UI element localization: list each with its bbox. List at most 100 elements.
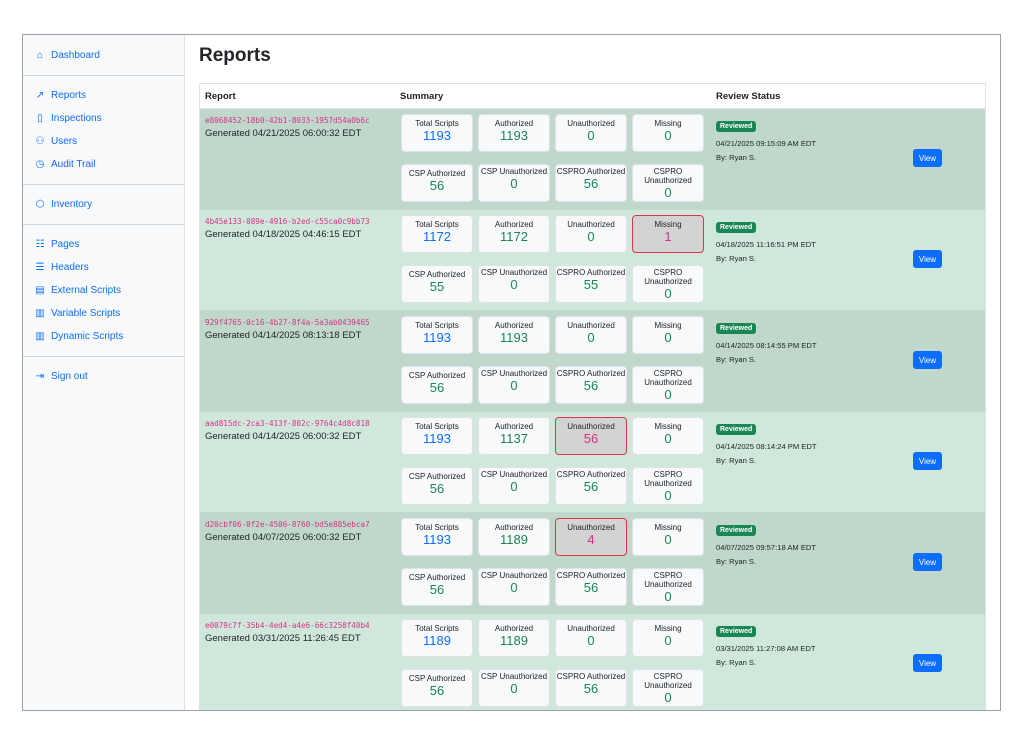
summary-label: Total Scripts (415, 321, 459, 330)
sidebar-item-variable-scripts[interactable]: ▥ Variable Scripts (23, 302, 184, 325)
report-cell: aad815dc-2ca3-413f-802c-9764c4d8c818 Gene… (200, 412, 398, 512)
summary-label: Unauthorized (567, 220, 615, 229)
generated-date: Generated 04/21/2025 06:00:32 EDT (205, 128, 362, 139)
missing-box: Missing 0 (632, 619, 704, 657)
sidebar-item-label: Reports (51, 90, 87, 101)
report-cell: 4b45e133-089e-4916-b2ed-c55ca0c9bb73 Gene… (200, 210, 398, 310)
summary-value: 56 (429, 582, 445, 597)
sidebar-item-external-scripts[interactable]: ▤ External Scripts (23, 279, 184, 302)
summary-label: Authorized (494, 220, 534, 229)
report-id[interactable]: 4b45e133-089e-4916-b2ed-c55ca0c9bb73 (205, 217, 370, 226)
sidebar-item-dynamic-scripts[interactable]: ▥ Dynamic Scripts (23, 325, 184, 348)
summary-label: Authorized (494, 523, 534, 532)
summary-value: 1193 (423, 532, 451, 547)
summary-value: 1 (664, 229, 672, 244)
missing-box: Missing 0 (632, 114, 704, 152)
summary-value: 1137 (500, 431, 528, 446)
authorized-box: Authorized 1193 (478, 114, 550, 152)
view-button[interactable]: View (913, 351, 942, 369)
summary-value: 1193 (500, 128, 528, 143)
review-cell: Reviewed 04/21/2025 09:15:09 AM EDT By: Ry… (713, 109, 985, 209)
summary-value: 0 (664, 532, 672, 547)
total-scripts-box: Total Scripts 1193 (401, 518, 473, 556)
summary-label: CSP Unauthorized (480, 167, 548, 176)
sidebar-item-label: Headers (51, 262, 89, 273)
summary-value: 1189 (500, 532, 528, 547)
authorized-box: Authorized 1172 (478, 215, 550, 253)
view-button[interactable]: View (913, 553, 942, 571)
file-code-icon: ▥ (35, 308, 45, 319)
summary-value: 0 (664, 128, 672, 143)
review-by: By: Ryan S. (716, 254, 757, 263)
total-scripts-box: Total Scripts 1172 (401, 215, 473, 253)
view-button[interactable]: View (913, 654, 942, 672)
csp-authorized-box: CSP Authorized 56 (401, 467, 473, 505)
report-cell: e0079c7f-35b4-4ed4-a4e6-66c3258f40b4 Gene… (200, 614, 398, 710)
review-date: 04/18/2025 11:16:51 PM EDT (716, 240, 816, 249)
summary-label: CSP Unauthorized (480, 369, 548, 378)
sidebar-item-headers[interactable]: ☰ Headers (23, 256, 184, 279)
summary-label: Missing (654, 220, 682, 229)
summary-label: Authorized (494, 422, 534, 431)
report-id[interactable]: d20cbf06-0f2e-4506-8760-bd5e885ebca7 (205, 520, 370, 529)
sidebar-item-label: Inspections (51, 113, 102, 124)
sidebar-item-dashboard[interactable]: ⌂ Dashboard (23, 43, 184, 67)
summary-value: 0 (664, 633, 672, 648)
summary-label: Total Scripts (415, 422, 459, 431)
report-id[interactable]: 929f4765-0c16-4b27-8f4a-5a3ab0439465 (205, 318, 370, 327)
summary-label: CSPRO Unauthorized (644, 369, 692, 387)
sidebar-item-users[interactable]: ⚇ Users (23, 130, 184, 153)
header-review-status: Review Status (716, 90, 781, 102)
summary-value: 1193 (423, 330, 451, 345)
csp-authorized-box: CSP Authorized 56 (401, 164, 473, 202)
review-date: 04/07/2025 09:57:18 AM EDT (716, 543, 817, 552)
summary-value: 0 (664, 185, 672, 200)
table-header: Report Summary Review Status (200, 84, 985, 109)
summary-cell: Total Scripts 1172 Authorized 1172 Unauthori… (398, 210, 713, 310)
cspro-authorized-box: CSPRO Authorized 55 (555, 265, 627, 303)
review-by: By: Ryan S. (716, 153, 757, 162)
view-button[interactable]: View (913, 149, 942, 167)
summary-value: 56 (583, 580, 599, 595)
report-id[interactable]: aad815dc-2ca3-413f-802c-9764c4d8c818 (205, 419, 370, 428)
cspro-authorized-box: CSPRO Authorized 56 (555, 366, 627, 404)
unauthorized-box: Unauthorized 4 (555, 518, 627, 556)
summary-value: 1172 (500, 229, 528, 244)
view-button[interactable]: View (913, 452, 942, 470)
summary-label: Authorized (494, 119, 534, 128)
summary-label: Missing (654, 119, 682, 128)
summary-value: 0 (664, 589, 672, 604)
missing-box: Missing 1 (632, 215, 704, 253)
summary-label: Total Scripts (415, 624, 459, 633)
table-row: 929f4765-0c16-4b27-8f4a-5a3ab0439465 Gene… (200, 311, 985, 412)
summary-value: 1172 (423, 229, 451, 244)
csp-authorized-box: CSP Authorized 56 (401, 568, 473, 606)
summary-value: 56 (429, 481, 445, 496)
cspro-unauthorized-box: CSPRO Unauthorized 0 (632, 467, 704, 505)
view-button[interactable]: View (913, 250, 942, 268)
authorized-box: Authorized 1189 (478, 518, 550, 556)
nav-group: ⬡ Inventory (23, 185, 184, 225)
summary-value: 56 (429, 380, 445, 395)
summary-label: CSP Authorized (408, 573, 466, 582)
nav-group: ⇥ Sign out (23, 357, 184, 396)
sidebar-item-label: Dynamic Scripts (51, 331, 124, 342)
status-badge: Reviewed (716, 424, 757, 435)
summary-value: 56 (583, 176, 599, 191)
sidebar-item-audit-trail[interactable]: ◷ Audit Trail (23, 153, 184, 176)
report-id[interactable]: e0079c7f-35b4-4ed4-a4e6-66c3258f40b4 (205, 621, 370, 630)
sidebar-item-inventory[interactable]: ⬡ Inventory (23, 193, 184, 216)
summary-value: 1193 (423, 431, 451, 446)
sidebar-item-inspections[interactable]: ▯ Inspections (23, 107, 184, 130)
unauthorized-box: Unauthorized 0 (555, 114, 627, 152)
sidebar-item-pages[interactable]: ☷ Pages (23, 233, 184, 256)
nav-group: ⌂ Dashboard (23, 35, 184, 76)
summary-label: CSPRO Authorized (556, 268, 626, 277)
sidebar-item-sign-out[interactable]: ⇥ Sign out (23, 365, 184, 388)
missing-box: Missing 0 (632, 518, 704, 556)
summary-value: 55 (429, 279, 445, 294)
report-id[interactable]: e8068452-18b0-42b1-8033-1957d54a0b6c (205, 116, 370, 125)
summary-label: CSPRO Unauthorized (644, 672, 692, 690)
summary-label: Unauthorized (567, 624, 615, 633)
sidebar-item-reports[interactable]: ↗ Reports (23, 84, 184, 107)
